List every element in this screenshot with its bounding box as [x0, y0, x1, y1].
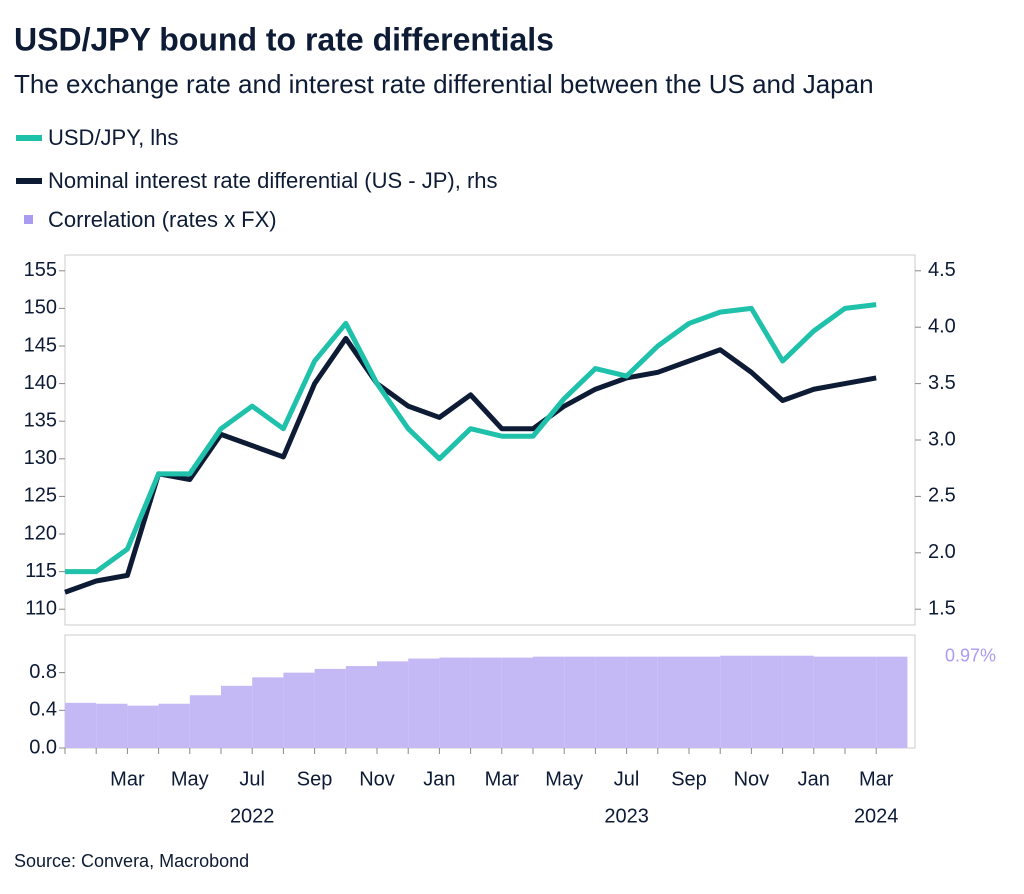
bar — [252, 677, 284, 748]
x-tick-label: Jul — [239, 768, 265, 790]
x-tick-label: Nov — [734, 768, 770, 790]
x-year-label: 2024 — [854, 805, 899, 827]
bar — [314, 668, 346, 748]
y-tick-label: 135 — [24, 409, 57, 431]
x-tick-label: Sep — [671, 768, 707, 790]
x-tick-label: Jan — [423, 768, 455, 790]
bar — [158, 703, 190, 748]
y-tick-label: 120 — [24, 522, 57, 544]
y-tick-label: 4.5 — [928, 259, 956, 281]
legend-swatch — [24, 215, 33, 224]
y-tick-label: 3.5 — [928, 372, 956, 394]
y-tick-label: 3.0 — [928, 428, 956, 450]
source: Source: Convera, Macrobond — [14, 851, 249, 871]
bar — [689, 656, 721, 748]
y-tick-label: 0.8 — [29, 661, 57, 683]
bar — [626, 656, 658, 748]
bar — [65, 702, 97, 748]
bar — [283, 672, 315, 748]
y-tick-label: 2.0 — [928, 541, 956, 563]
bar — [127, 705, 159, 748]
bar — [189, 695, 221, 748]
y-tick-label: 140 — [24, 372, 57, 394]
legend-label: Correlation (rates x FX) — [48, 207, 277, 232]
y-tick-label: 2.5 — [928, 485, 956, 507]
bar — [221, 685, 253, 748]
series-line — [64, 335, 877, 595]
bar — [470, 657, 502, 748]
bar — [345, 666, 377, 748]
y-tick-label: 0.4 — [29, 699, 57, 721]
bar — [533, 656, 565, 748]
plot-frame — [64, 254, 916, 626]
x-tick-label: Mar — [110, 768, 145, 790]
y-tick-label: 4.0 — [928, 315, 956, 337]
chart-subtitle: The exchange rate and interest rate diff… — [14, 69, 874, 99]
x-tick-label: May — [545, 768, 583, 790]
bar — [377, 661, 409, 748]
bar — [96, 703, 128, 748]
bar — [564, 656, 596, 748]
x-tick-label: Mar — [859, 768, 894, 790]
legend-label: USD/JPY, lhs — [48, 125, 178, 150]
bar — [720, 655, 752, 748]
bar — [845, 656, 877, 748]
bar — [782, 655, 814, 748]
y-tick-label: 150 — [24, 297, 57, 319]
y-tick-label: 1.5 — [928, 597, 956, 619]
x-tick-label: Jul — [614, 768, 640, 790]
x-tick-label: Jan — [798, 768, 830, 790]
x-year-label: 2022 — [230, 805, 275, 827]
series-line — [65, 302, 877, 575]
x-tick-label: Mar — [485, 768, 520, 790]
bar — [439, 657, 471, 748]
chart-title: USD/JPY bound to rate differentials — [14, 21, 554, 57]
y-tick-label: 0.0 — [29, 736, 57, 758]
bar — [501, 657, 533, 748]
y-tick-label: 155 — [24, 259, 57, 281]
x-year-label: 2023 — [604, 805, 649, 827]
bar — [751, 655, 783, 748]
y-tick-label: 110 — [25, 597, 57, 619]
x-tick-label: Sep — [297, 768, 333, 790]
y-tick-label: 130 — [24, 447, 57, 469]
bar — [813, 656, 845, 748]
y-tick-label: 115 — [25, 560, 57, 582]
y-tick-label: 125 — [24, 485, 57, 507]
value-label: 0.97% — [945, 645, 996, 665]
y-tick-label: 145 — [24, 334, 57, 356]
legend-label: Nominal interest rate differential (US -… — [48, 168, 498, 193]
x-tick-label: May — [171, 768, 209, 790]
bar — [408, 658, 440, 748]
bar — [595, 656, 627, 748]
bar — [657, 656, 689, 748]
bar — [876, 656, 908, 748]
x-tick-label: Nov — [359, 768, 395, 790]
